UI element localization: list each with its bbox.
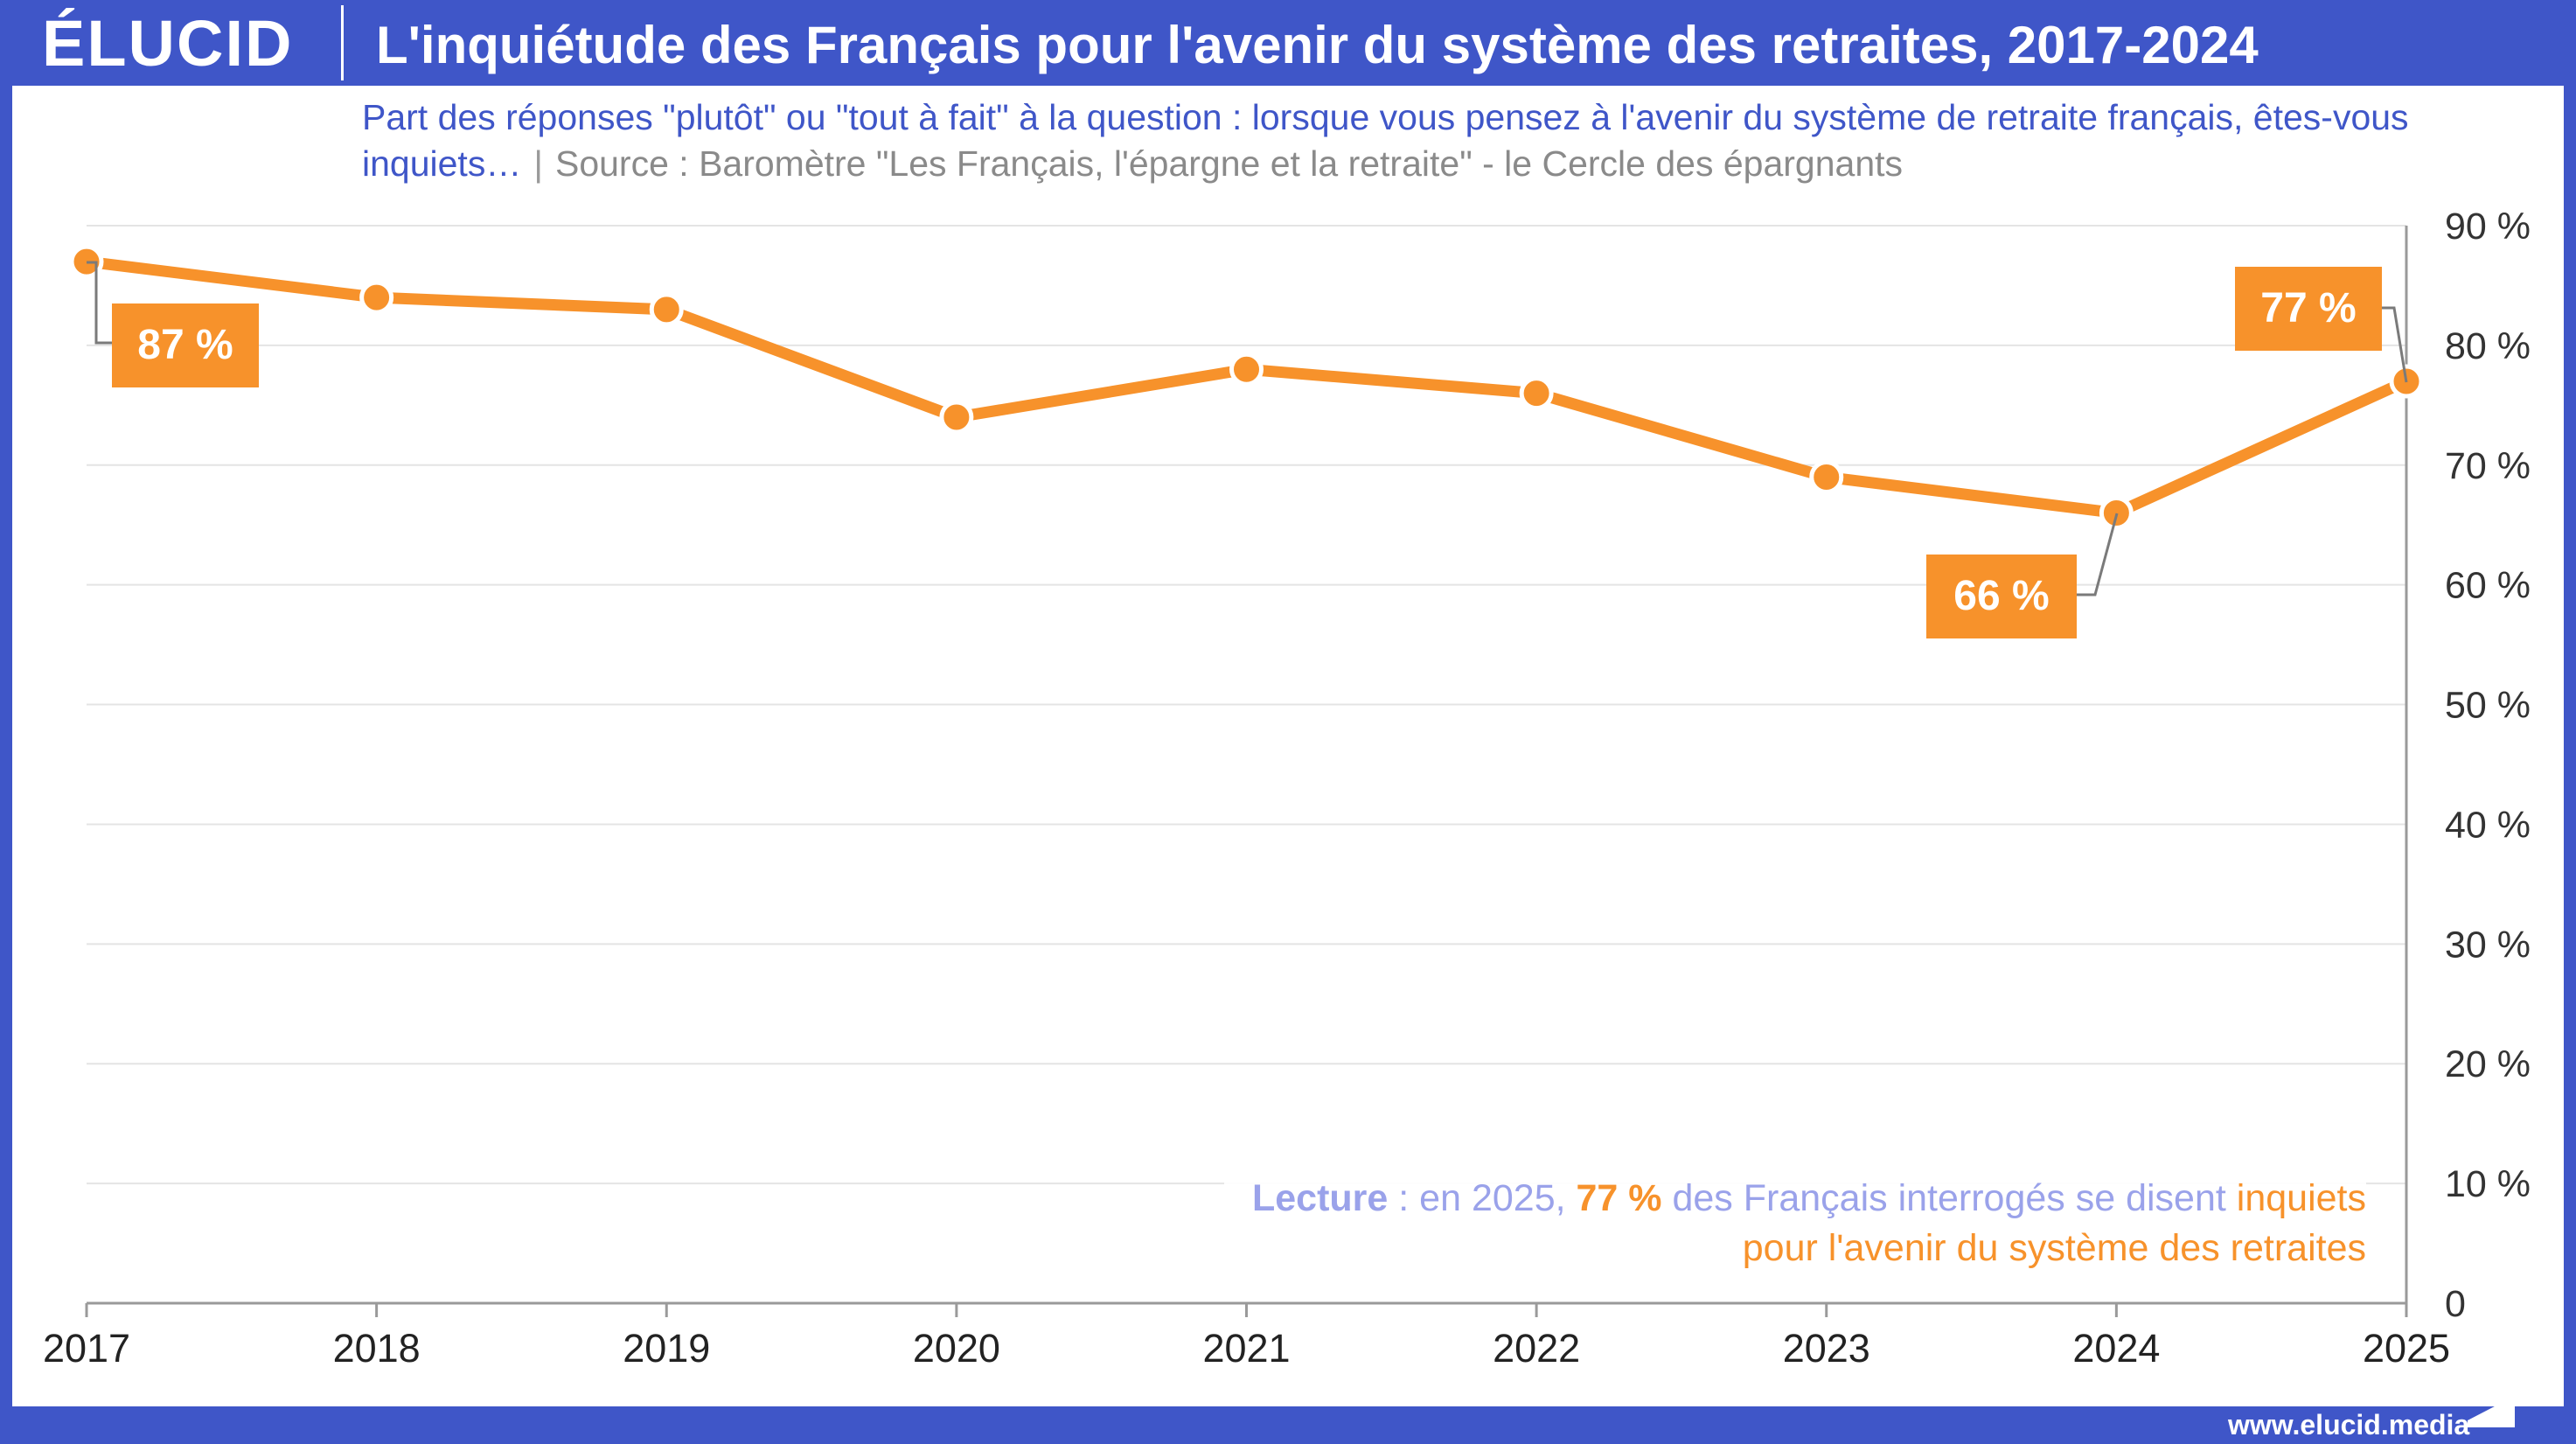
header-bar: ÉLUCID L'inquiétude des Français pour l'… <box>0 0 2576 86</box>
callout-label: 77 % <box>2260 285 2356 331</box>
chart-subtitle: Part des réponses "plutôt" ou "tout à fa… <box>362 94 2548 187</box>
callout-label: 66 % <box>1953 573 2049 619</box>
chart-title: L'inquiétude des Français pour l'avenir … <box>376 16 2259 74</box>
data-point <box>1229 352 1264 387</box>
y-tick-label: 20 % <box>2445 1043 2531 1085</box>
gridlines <box>87 225 2406 1185</box>
y-tick-label: 40 % <box>2445 804 2531 846</box>
x-tick-label: 2018 <box>333 1326 421 1371</box>
y-tick-label: 80 % <box>2445 325 2531 367</box>
subtitle-source: Source : Baromètre "Les Français, l'épar… <box>554 143 1904 184</box>
x-tick-label: 2023 <box>1783 1326 1870 1371</box>
y-tick-label: 0 <box>2445 1283 2466 1325</box>
logo-divider <box>341 5 344 80</box>
axes: 0 10 % 20 % 30 % 40 % 50 % 60 % 70 % 80 % 90 % 201… <box>43 206 2531 1371</box>
callout-leader <box>87 261 112 345</box>
data-point <box>359 280 394 315</box>
reading-text2: des Français interrogés se disent <box>1661 1177 2237 1219</box>
callouts: 87 % 66 % 77 % <box>87 261 2408 638</box>
data-point <box>939 400 974 435</box>
subtitle-question: Part des réponses "plutôt" ou "tout à fa… <box>362 97 2409 184</box>
subtitle-separator: | <box>533 143 543 184</box>
callout-leader <box>2382 306 2408 383</box>
footer-bar <box>0 1406 2576 1444</box>
elucid-logo[interactable]: ÉLUCID <box>42 7 294 80</box>
data-point <box>1809 459 1844 494</box>
y-tick-label: 70 % <box>2445 445 2531 487</box>
reading-value: 77 % <box>1576 1177 1662 1219</box>
y-tick-label: 50 % <box>2445 685 2531 727</box>
x-tick-label: 2020 <box>913 1326 1000 1371</box>
reading-label: Lecture <box>1251 1177 1389 1219</box>
callout-box <box>112 303 259 387</box>
y-tick-label: 90 % <box>2445 206 2531 248</box>
callout-label: 87 % <box>137 322 233 368</box>
footer-url[interactable]: www.elucid.media <box>2228 1409 2470 1441</box>
elucid-arrow-icon <box>2468 1396 2515 1427</box>
x-tick-label: 2019 <box>623 1326 710 1371</box>
y-tick-label: 60 % <box>2445 565 2531 607</box>
reading-highlight: inquiets pour l'avenir du système des re… <box>1742 1177 2366 1269</box>
callout-leader <box>2077 513 2119 596</box>
x-tick-label: 2025 <box>2363 1326 2450 1371</box>
callout-box <box>1926 555 2077 638</box>
y-tick-label: 10 % <box>2445 1163 2531 1205</box>
series-line-layer <box>69 244 2424 531</box>
reading-note: Lecture : en 2025, 77 % des Français int… <box>1224 1174 2366 1273</box>
y-tick-label: 30 % <box>2445 924 2531 966</box>
x-tick-label: 2017 <box>43 1326 130 1371</box>
data-point <box>2099 496 2134 531</box>
x-tick-label: 2021 <box>1202 1326 1290 1371</box>
x-tick-label: 2022 <box>1493 1326 1580 1371</box>
data-point <box>1519 376 1554 411</box>
x-tick-label: 2024 <box>2072 1326 2160 1371</box>
data-point <box>649 292 684 327</box>
reading-text1: : en 2025, <box>1388 1177 1577 1219</box>
callout-box <box>2235 267 2382 351</box>
series-line <box>80 255 2412 520</box>
